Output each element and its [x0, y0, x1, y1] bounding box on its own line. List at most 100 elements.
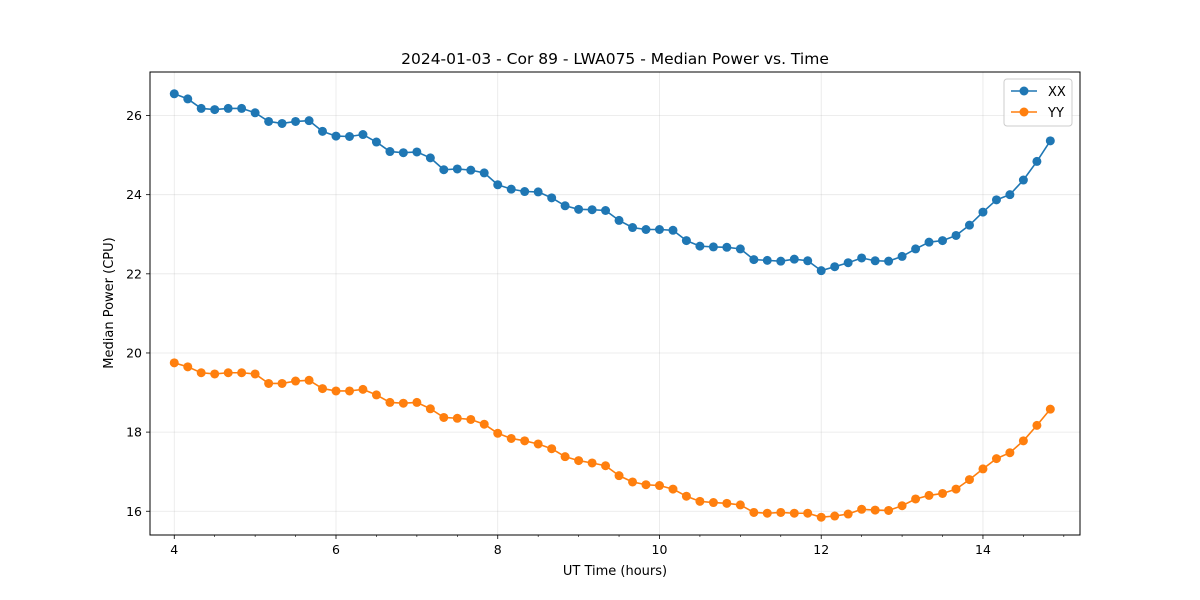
plot-frame	[149, 71, 1081, 536]
data-point-yy	[439, 412, 449, 422]
data-point-yy	[371, 390, 381, 400]
data-point-xx	[857, 253, 867, 263]
x-tick-label: 14	[975, 542, 991, 557]
x-tick-label: 6	[332, 542, 340, 557]
y-tick-label: 20	[126, 345, 142, 360]
data-point-yy	[398, 398, 408, 408]
data-point-xx	[169, 89, 179, 99]
data-point-xx	[264, 116, 274, 126]
y-tick-label: 22	[126, 266, 142, 281]
data-point-xx	[506, 184, 516, 194]
data-point-yy	[614, 471, 624, 481]
data-point-xx	[452, 164, 462, 174]
data-point-xx	[601, 206, 611, 215]
series-yy	[169, 358, 1055, 522]
data-point-xx	[614, 215, 624, 225]
series-layer	[169, 89, 1055, 522]
data-point-yy	[938, 488, 948, 498]
data-point-yy	[991, 454, 1001, 464]
data-point-xx	[493, 180, 503, 190]
data-point-yy	[789, 508, 799, 518]
data-point-yy	[358, 384, 368, 394]
data-point-yy	[884, 505, 894, 515]
data-point-yy	[870, 505, 880, 515]
data-point-xx	[574, 204, 584, 214]
y-tick-label: 24	[126, 187, 142, 202]
data-point-yy	[574, 456, 584, 466]
data-point-xx	[371, 137, 381, 147]
data-point-yy	[506, 433, 516, 443]
data-point-yy	[924, 490, 934, 500]
data-point-xx	[398, 148, 408, 158]
data-point-yy	[304, 375, 314, 385]
data-point-xx	[317, 126, 327, 136]
data-point-yy	[452, 413, 462, 423]
data-point-xx	[250, 108, 260, 118]
data-point-yy	[749, 507, 759, 517]
data-point-yy	[479, 419, 489, 429]
data-point-xx	[547, 193, 557, 203]
data-point-xx	[533, 187, 543, 197]
data-point-yy	[317, 384, 327, 394]
data-point-yy	[493, 428, 503, 438]
data-point-yy	[857, 504, 867, 514]
data-point-xx	[884, 256, 894, 266]
data-point-yy	[345, 386, 355, 396]
y-tick-label: 16	[126, 504, 142, 519]
data-point-xx	[479, 168, 489, 178]
data-point-xx	[358, 130, 368, 140]
x-tick-label: 8	[494, 542, 502, 557]
data-point-yy	[951, 484, 961, 494]
data-point-xx	[412, 147, 422, 157]
data-point-yy	[210, 369, 220, 379]
data-point-yy	[547, 444, 557, 454]
data-point-xx	[345, 132, 355, 141]
data-point-xx	[681, 236, 691, 246]
data-point-xx	[425, 153, 435, 163]
data-point-xx	[291, 116, 301, 126]
data-point-xx	[237, 103, 247, 113]
chart-title: 2024-01-03 - Cor 89 - LWA075 - Median Po…	[401, 50, 829, 68]
data-point-yy	[628, 477, 638, 487]
legend: XX YY	[1003, 78, 1073, 127]
data-point-yy	[1045, 404, 1055, 414]
data-point-xx	[695, 241, 705, 251]
data-point-yy	[722, 498, 732, 508]
data-point-yy	[520, 436, 530, 446]
data-point-yy	[654, 481, 664, 491]
data-point-xx	[439, 165, 449, 175]
data-point-yy	[250, 369, 260, 379]
data-point-xx	[978, 207, 988, 217]
data-point-xx	[654, 225, 664, 234]
data-point-xx	[1045, 136, 1055, 146]
legend-label-xx: XX	[1048, 85, 1066, 100]
data-point-yy	[708, 498, 718, 508]
data-point-xx	[964, 220, 974, 230]
data-point-yy	[1005, 448, 1015, 458]
data-point-yy	[183, 362, 193, 372]
data-point-xx	[708, 242, 718, 252]
data-point-yy	[560, 452, 570, 462]
data-point-xx	[803, 256, 813, 266]
data-point-yy	[385, 397, 395, 407]
data-point-xx	[1005, 190, 1015, 200]
x-tick-label: 4	[170, 542, 178, 557]
data-point-xx	[304, 116, 314, 126]
data-point-xx	[466, 165, 476, 175]
data-point-yy	[237, 368, 247, 378]
data-point-xx	[735, 244, 745, 254]
data-point-yy	[897, 501, 907, 511]
data-point-xx	[641, 225, 651, 234]
grid-lines	[150, 72, 1080, 535]
data-point-yy	[533, 439, 543, 449]
data-point-xx	[816, 266, 826, 276]
data-point-yy	[587, 458, 597, 468]
x-ticks: 4 6 8 10 12 14	[170, 535, 1065, 557]
data-point-xx	[843, 258, 853, 268]
data-point-xx	[668, 225, 678, 235]
data-point-xx	[749, 255, 759, 265]
data-point-yy	[264, 378, 274, 388]
data-point-xx	[196, 103, 206, 113]
data-point-xx	[277, 118, 287, 128]
y-ticks: 16 18 20 22 24 26	[126, 108, 150, 519]
